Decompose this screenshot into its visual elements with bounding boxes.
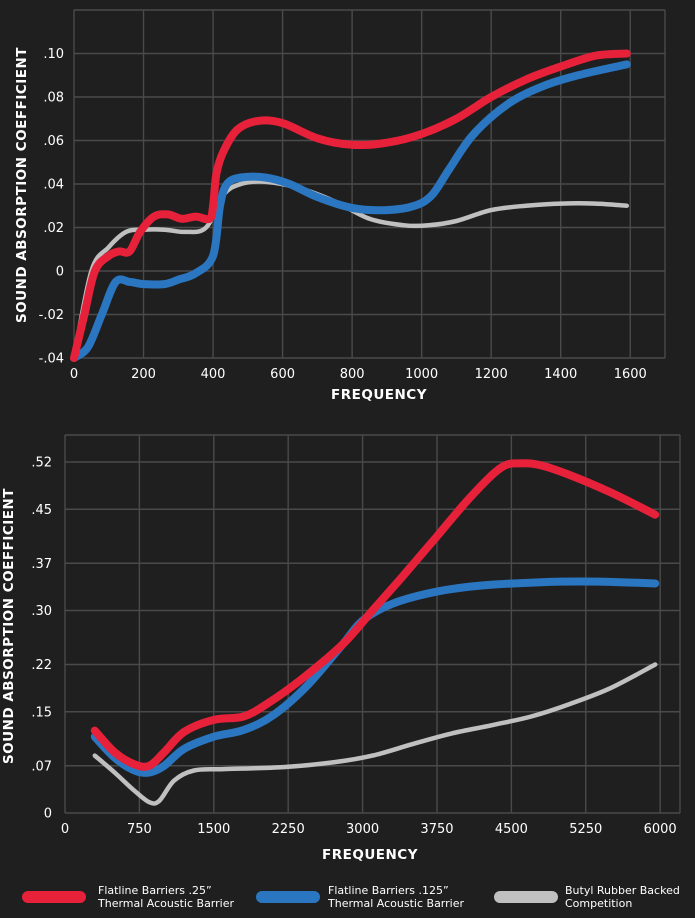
series-line-25-barrier: [90, 459, 660, 771]
x-tick-label: 1400: [544, 367, 577, 382]
y-tick-label: -.04: [39, 352, 64, 367]
legend-label: Flatline Barriers .25” Thermal Acoustic …: [98, 884, 234, 910]
legend-label-line1: Butyl Rubber Backed: [565, 884, 680, 897]
bottom-chart: 0 .07 .15 .22 .30 .37 .45 .52 0 750 1500 2250 3000 3…: [1, 434, 681, 863]
x-tick-label: 1200: [475, 367, 508, 382]
series-line-125-barrier: [90, 577, 660, 777]
x-tick-label: 3750: [420, 822, 453, 837]
y-tick-label: 0: [56, 265, 64, 280]
legend-label-line2: Competition: [565, 897, 633, 910]
x-tick-label: 0: [70, 367, 78, 382]
series-line-butyl-competition: [92, 662, 658, 806]
top-chart: -.04 -.02 0 .02 .04 .06 .08 .10 0 200 400 600 800 10…: [14, 9, 666, 403]
bottom-chart-x-axis: 0 750 1500 2250 3000 3750 4500 5250 6000: [61, 822, 677, 837]
x-tick-label: 3000: [346, 822, 379, 837]
legend-swatch-gray: [494, 891, 558, 903]
top-chart-grid: [73, 9, 666, 359]
bottom-chart-y-axis-title: SOUND ABSORPTION COEFFICIENT: [1, 488, 17, 764]
x-tick-label: 200: [131, 367, 156, 382]
x-tick-label: 1000: [405, 367, 438, 382]
x-tick-label: 0: [61, 822, 69, 837]
legend-swatch-blue: [256, 891, 320, 903]
y-tick-label: .07: [31, 759, 52, 774]
x-tick-label: 800: [340, 367, 365, 382]
legend-label-line2: Thermal Acoustic Barrier: [98, 897, 235, 910]
x-tick-label: 4500: [495, 822, 528, 837]
x-tick-label: 2250: [272, 822, 305, 837]
y-tick-label: 0: [44, 807, 52, 822]
x-tick-label: 400: [201, 367, 226, 382]
x-tick-label: 6000: [644, 822, 677, 837]
top-chart-series: [70, 49, 631, 362]
top-chart-x-axis-title: FREQUENCY: [331, 387, 427, 403]
legend-label: Butyl Rubber Backed Competition: [565, 884, 680, 910]
x-tick-label: 1600: [614, 367, 647, 382]
series-line-25-barrier: [70, 49, 631, 362]
legend-label-line1: Flatline Barriers .125”: [328, 884, 449, 897]
bottom-chart-grid: [64, 434, 681, 814]
y-tick-label: .15: [31, 705, 52, 720]
y-tick-label: .30: [31, 604, 52, 619]
y-tick-label: .02: [43, 221, 64, 236]
x-tick-label: 5250: [569, 822, 602, 837]
y-tick-label: .37: [31, 557, 52, 572]
y-tick-label: .10: [43, 47, 64, 62]
x-tick-label: 1500: [197, 822, 230, 837]
x-tick-label: 750: [127, 822, 152, 837]
y-tick-label: .08: [43, 91, 64, 106]
y-tick-label: .06: [43, 134, 64, 149]
y-tick-label: .04: [43, 178, 64, 193]
bottom-chart-y-axis: 0 .07 .15 .22 .30 .37 .45 .52: [31, 456, 52, 822]
top-chart-y-axis-title: SOUND ABSORPTION COEFFICIENT: [14, 47, 30, 323]
legend-swatch-red: [22, 891, 86, 903]
top-chart-x-axis: 0 200 400 600 800 1000 1200 1400 1600: [70, 367, 647, 382]
top-chart-y-axis: -.04 -.02 0 .02 .04 .06 .08 .10: [39, 47, 64, 367]
y-tick-label: .52: [31, 456, 52, 471]
y-tick-label: -.02: [39, 308, 64, 323]
x-tick-label: 600: [270, 367, 295, 382]
y-tick-label: .45: [31, 503, 52, 518]
y-tick-label: .22: [31, 658, 52, 673]
legend-label-line1: Flatline Barriers .25”: [98, 884, 212, 897]
bottom-chart-x-axis-title: FREQUENCY: [322, 847, 418, 863]
series-line-125-barrier: [70, 60, 631, 362]
bottom-chart-series: [90, 459, 660, 806]
legend-label: Flatline Barriers .125” Thermal Acoustic…: [328, 884, 464, 910]
legend-label-line2: Thermal Acoustic Barrier: [328, 897, 465, 910]
legend: Flatline Barriers .25” Thermal Acoustic …: [0, 878, 695, 918]
